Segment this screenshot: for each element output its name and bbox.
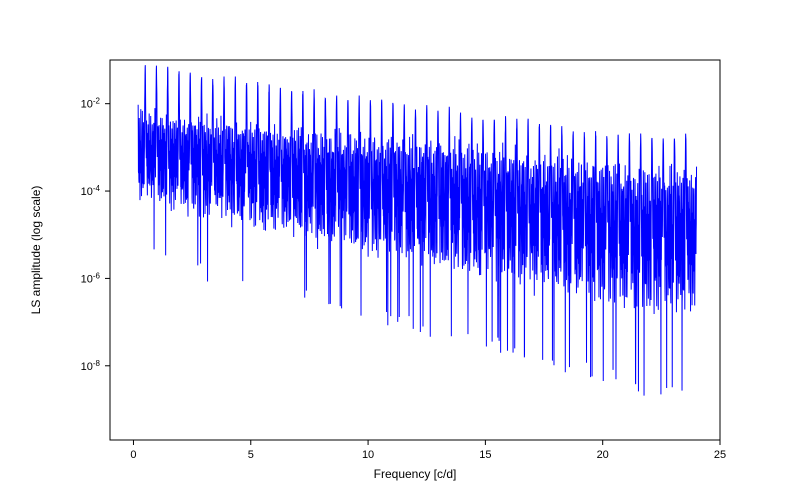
chart-svg: 0 5 10 15 20 25 10-8 10-6 10-4 10-2 Frequency [c/d…	[0, 0, 800, 500]
y-tick-label: 10-6	[81, 271, 101, 286]
spectrum-trace	[138, 65, 696, 395]
x-tick-label: 15	[479, 449, 491, 461]
ls-amplitude-spectrum-chart: 0 5 10 15 20 25 10-8 10-6 10-4 10-2 Frequency [c/d…	[0, 0, 800, 500]
y-tick-label: 10-8	[81, 358, 101, 373]
x-tick-label: 0	[130, 449, 136, 461]
x-tick-label: 10	[362, 449, 374, 461]
y-tick-label: 10-4	[81, 184, 101, 199]
x-tick-label: 5	[248, 449, 254, 461]
x-axis-label: Frequency [c/d]	[374, 467, 457, 481]
y-tick-label: 10-2	[81, 96, 101, 111]
y-axis-label: LS amplitude (log scale)	[29, 186, 43, 315]
x-tick-label: 20	[597, 449, 609, 461]
x-tick-label: 25	[714, 449, 726, 461]
